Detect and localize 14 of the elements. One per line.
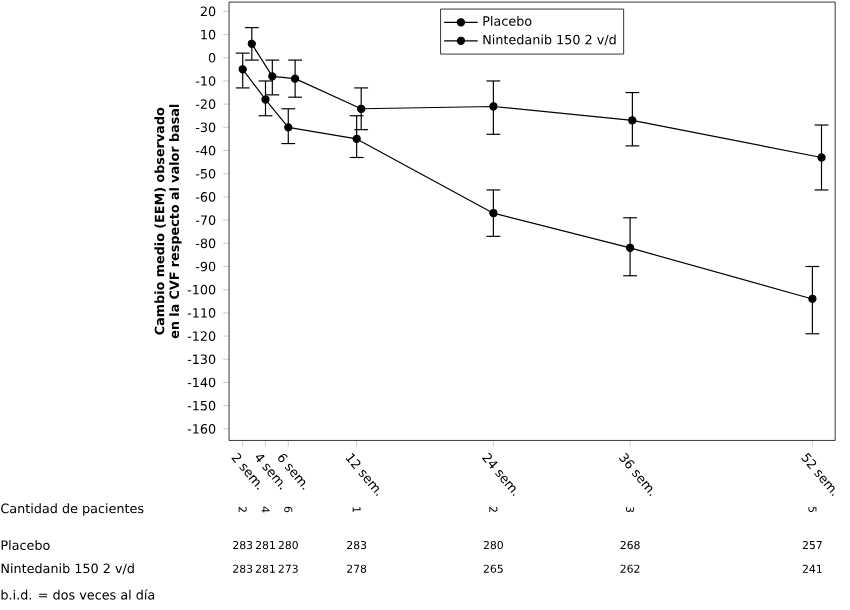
point — [284, 123, 293, 132]
point — [625, 243, 635, 252]
point — [290, 74, 300, 83]
point — [268, 72, 277, 81]
point — [817, 153, 826, 162]
point — [489, 102, 498, 111]
point — [352, 134, 361, 143]
point — [238, 65, 247, 74]
point — [247, 39, 256, 48]
point — [808, 294, 817, 303]
point — [261, 95, 270, 104]
point — [357, 104, 366, 113]
point — [628, 116, 637, 125]
point — [489, 208, 498, 218]
